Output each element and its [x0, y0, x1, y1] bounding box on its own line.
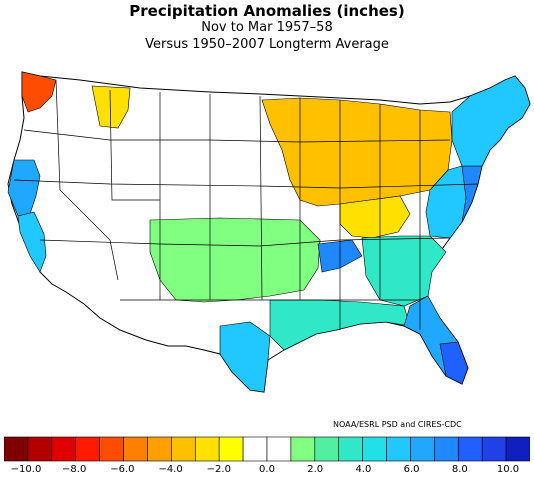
- legend-swatch: [457, 436, 483, 462]
- region-south-texas: [219, 321, 271, 393]
- legend-swatch: [51, 436, 77, 462]
- legend-tick-label: 6.0: [403, 464, 420, 475]
- data-credit: NOAA/ESRL PSD and CIRES-CDC: [333, 420, 462, 429]
- map-subtitle-baseline: Versus 1950–2007 Longterm Average: [145, 37, 389, 52]
- legend-swatch: [434, 436, 459, 462]
- legend-tick-label: −8.0: [62, 464, 87, 475]
- region-southeast: [361, 235, 447, 307]
- legend-swatch: [147, 436, 172, 462]
- legend-tick-label: −2.0: [206, 464, 231, 475]
- legend-swatch: [338, 436, 363, 462]
- legend-swatch: [4, 436, 29, 462]
- legend-tick-label: 0.0: [259, 464, 275, 475]
- legend-swatch: [481, 436, 507, 462]
- legend-swatch: [386, 436, 411, 462]
- legend-swatch: [123, 436, 148, 462]
- legend-tick-label: 4.0: [355, 464, 372, 475]
- legend-swatch: [505, 436, 530, 462]
- map-subtitle-period: Nov to Mar 1957–58: [201, 20, 333, 35]
- legend-swatch: [27, 436, 53, 462]
- legend-swatch: [266, 436, 292, 462]
- legend-tick-label: 2.0: [307, 464, 324, 475]
- legend-swatch: [75, 436, 100, 462]
- state-boundaries: [13, 79, 479, 330]
- legend-swatch: [242, 436, 268, 462]
- legend-swatch: [194, 436, 220, 462]
- region-pacific-northwest-coast: [21, 71, 57, 113]
- us-precipitation-map: [7, 71, 531, 393]
- legend-swatch: [362, 436, 387, 462]
- region-california-coast: [17, 211, 47, 273]
- region-south-florida: [439, 341, 469, 385]
- legend-tick-label: −6.0: [110, 464, 135, 475]
- region-new-england: [451, 75, 531, 167]
- legend-swatch: [171, 436, 196, 462]
- legend-swatch: [410, 436, 435, 462]
- legend-swatch: [99, 436, 124, 462]
- region-great-lakes-midwest: [261, 97, 453, 207]
- legend-tick-label: −10.0: [10, 464, 42, 475]
- map-title: Precipitation Anomalies (inches): [129, 2, 405, 20]
- legend-swatch: [218, 436, 244, 462]
- legend-tick-label: 8.0: [451, 464, 468, 475]
- region-dry-northwest: [91, 85, 131, 129]
- region-southern-plains: [149, 217, 321, 303]
- legend-tick-label: −4.0: [158, 464, 183, 475]
- legend-swatch: [290, 436, 316, 462]
- legend-swatch: [314, 436, 340, 462]
- legend-tick-label: 10.0: [496, 464, 520, 475]
- region-west-coast: [7, 159, 41, 217]
- legend-tick-labels: −10.0 −8.0 −6.0 −4.0 −2.0 0.0 2.0 4.0 6.0 8.0 10.0: [4, 464, 530, 478]
- color-legend: [4, 436, 530, 462]
